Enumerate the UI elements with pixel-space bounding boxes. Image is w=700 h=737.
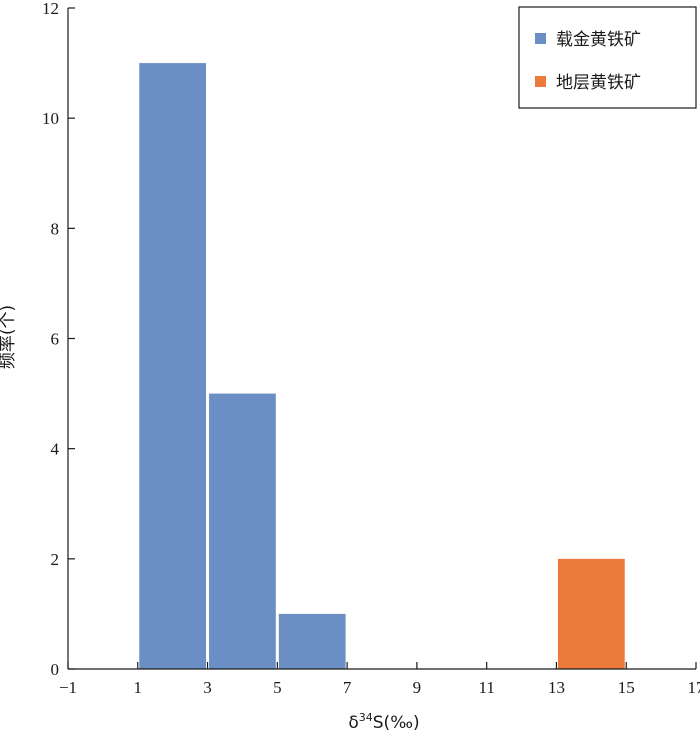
bar-series0-bin1	[209, 393, 276, 669]
x-tick-label: 9	[413, 678, 422, 697]
legend-swatch-strata-pyrite	[535, 76, 546, 87]
legend-swatch-gold-bearing-pyrite	[535, 33, 546, 44]
x-tick-label: −1	[59, 678, 77, 697]
y-tick-label: 2	[51, 550, 60, 569]
x-tick-label: 1	[134, 678, 143, 697]
y-tick-label: 10	[42, 109, 59, 128]
x-tick-label: 13	[548, 678, 565, 697]
bar-series0-bin2	[278, 613, 346, 669]
legend-label-gold-bearing-pyrite: 载金黄铁矿	[556, 30, 641, 50]
bar-series1-bin0	[557, 558, 625, 669]
x-axis-title-delta: δ	[348, 713, 358, 733]
y-tick-label: 0	[51, 660, 60, 679]
y-tick-label: 4	[51, 440, 60, 459]
x-tick-label: 5	[273, 678, 282, 697]
y-tick-label: 8	[51, 219, 60, 238]
x-axis-title-rest: S(‰)	[373, 713, 420, 733]
y-tick-label: 6	[51, 330, 60, 349]
y-ticks: 0 2 4 6 8 10 12	[42, 0, 75, 679]
y-tick-label: 12	[42, 0, 59, 18]
bars-layer	[139, 63, 625, 670]
y-axis-title: 频率(个)	[0, 305, 18, 369]
x-tick-label: 3	[203, 678, 212, 697]
legend-label-strata-pyrite: 地层黄铁矿	[556, 73, 641, 93]
bar-series0-bin0	[139, 63, 207, 670]
x-axis-title-superscript: 34	[359, 711, 373, 724]
x-tick-label: 7	[343, 678, 352, 697]
x-tick-label: 11	[478, 678, 494, 697]
x-axis-title: δ34S(‰)	[348, 711, 419, 733]
x-tick-label: 17	[688, 678, 700, 697]
legend: 载金黄铁矿 地层黄铁矿	[518, 6, 697, 109]
x-ticks: −11357911131517	[59, 662, 700, 697]
x-tick-label: 15	[618, 678, 635, 697]
legend-box	[518, 6, 697, 109]
